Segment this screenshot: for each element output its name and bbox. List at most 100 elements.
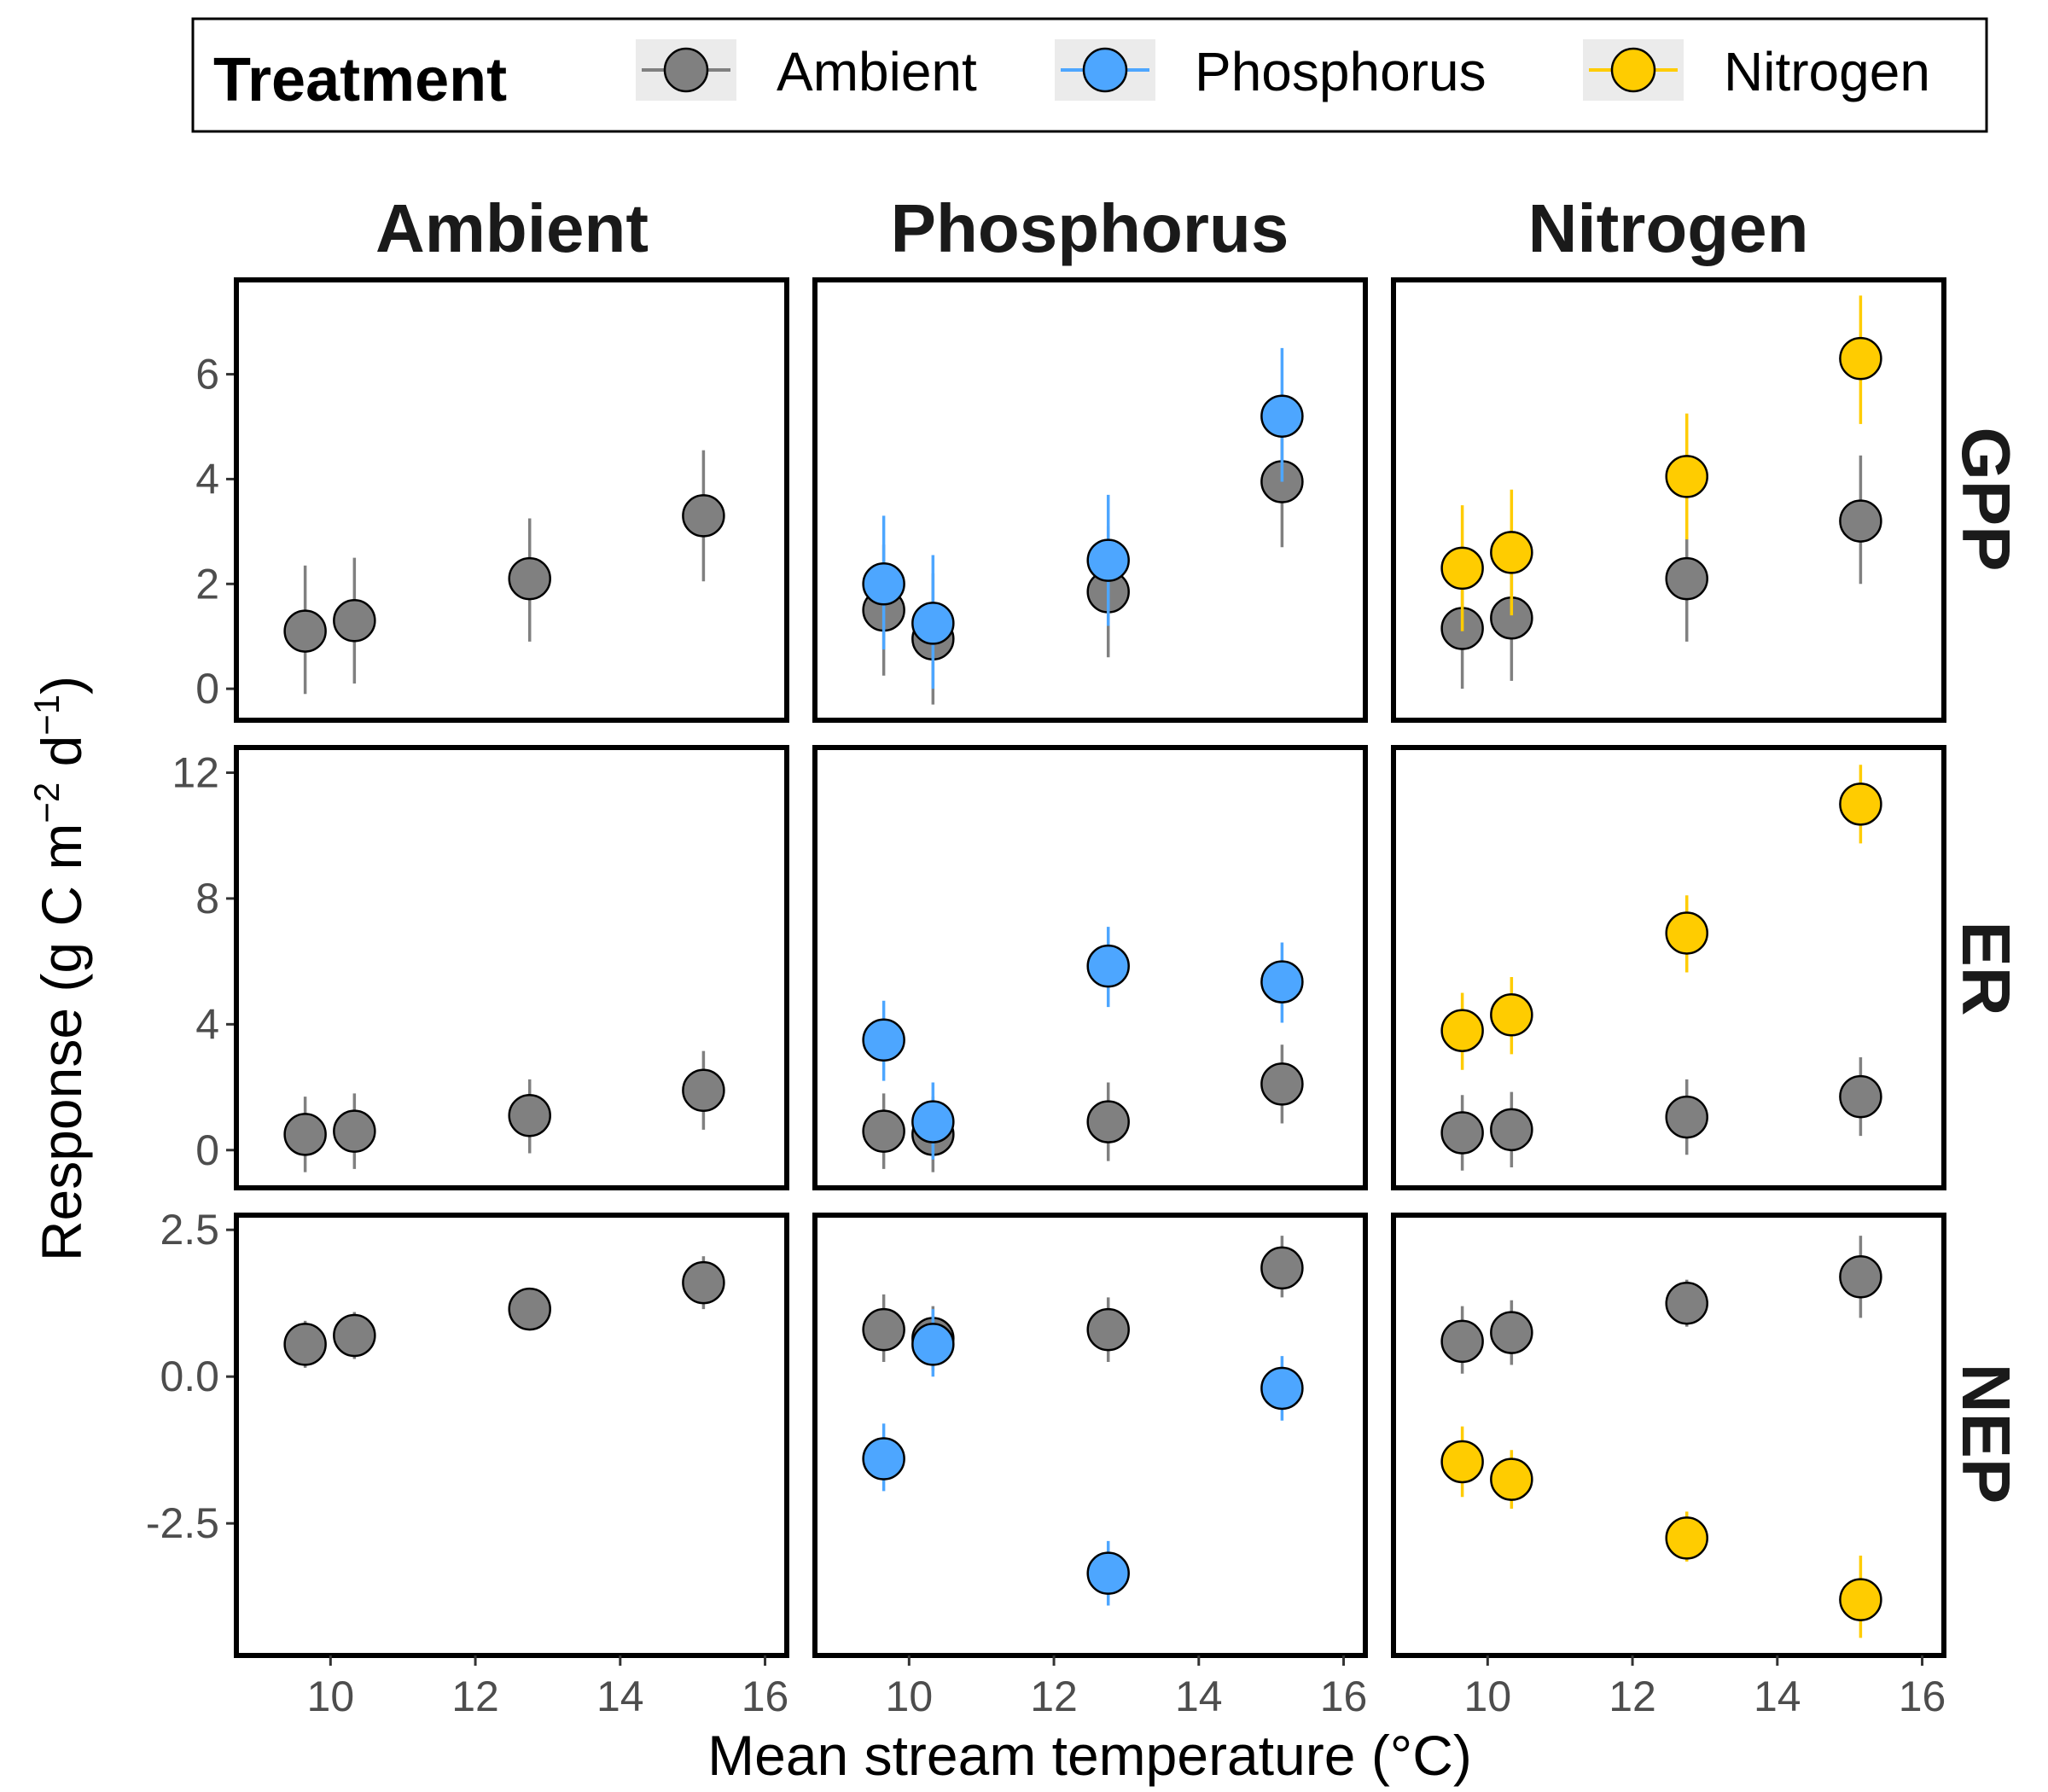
point-nitrogen — [1490, 993, 1533, 1037]
legend-entry-phosphorus: Phosphorus — [1055, 39, 1487, 102]
legend-key-point — [1082, 47, 1128, 93]
column-title-ambient: Ambient — [375, 190, 649, 266]
point-nitrogen — [1839, 783, 1882, 826]
point-ambient — [1440, 1111, 1484, 1155]
panel-er-nitrogen — [1391, 745, 1946, 1190]
y-tick-label: 2 — [195, 560, 219, 608]
point-ambient — [1839, 499, 1882, 543]
point-ambient — [1490, 1108, 1533, 1152]
y-tick-label: 8 — [195, 875, 219, 922]
x-tick-label: 14 — [1754, 1673, 1801, 1720]
point-nitrogen — [1665, 911, 1708, 955]
y-axis-title-sup: −2 — [26, 783, 67, 823]
legend-key-point — [1610, 47, 1656, 93]
y-tick-label: 0.0 — [160, 1353, 219, 1400]
panel-er-phosphorus — [812, 745, 1368, 1190]
point-ambient — [1665, 556, 1708, 601]
y-tick-label: 6 — [195, 351, 219, 399]
point-ambient — [1086, 1100, 1130, 1143]
point-ambient — [862, 1307, 905, 1352]
panel-nep-nitrogen: 10 12 14 16 — [1391, 1213, 1946, 1720]
y-axis-title-sup: −1 — [26, 695, 67, 736]
panel-nep-phosphorus: 10 12 14 16 — [812, 1213, 1368, 1720]
point-nitrogen — [1440, 1009, 1484, 1052]
point-ambient — [508, 556, 551, 601]
y-tick-label: -2.5 — [146, 1499, 219, 1547]
point-ambient — [1490, 1311, 1533, 1354]
panel-border — [1391, 277, 1946, 723]
panel-border — [1391, 745, 1946, 1190]
point-ambient — [1260, 1062, 1304, 1106]
y-axis-title-main: Response (g C m — [30, 823, 93, 1262]
y-tick-label: 0 — [195, 665, 219, 713]
column-title-nitrogen: Nitrogen — [1528, 190, 1809, 266]
point-nitrogen — [1839, 336, 1882, 381]
point-ambient — [283, 609, 327, 653]
point-phosphorus — [862, 1018, 905, 1062]
panel-gpp-nitrogen — [1391, 277, 1946, 723]
point-ambient — [862, 1109, 905, 1153]
x-tick-label: 16 — [1320, 1673, 1368, 1720]
y-axis-title-mid: d — [30, 736, 93, 783]
point-phosphorus — [1086, 944, 1130, 988]
y-axis-title-end: ) — [30, 676, 93, 695]
point-ambient — [508, 1093, 551, 1137]
point-phosphorus — [911, 602, 955, 645]
legend: Treatment Ambient Phosphorus Nitrogen — [191, 17, 1988, 133]
x-tick-label: 16 — [1899, 1673, 1946, 1720]
point-ambient — [283, 1323, 327, 1366]
row-title-er: ER — [1948, 921, 2024, 1015]
row-title-nep: NEP — [1948, 1364, 2024, 1504]
panel-border — [1391, 1213, 1946, 1658]
point-phosphorus — [911, 1323, 955, 1366]
legend-title: Treatment — [213, 46, 507, 114]
y-tick-label: 4 — [195, 1000, 219, 1048]
point-ambient — [333, 599, 376, 643]
legend-entry-nitrogen: Nitrogen — [1583, 39, 1930, 102]
x-axis-title: Mean stream temperature (°C) — [707, 1724, 1472, 1787]
point-nitrogen — [1440, 546, 1484, 591]
point-phosphorus — [1260, 394, 1304, 438]
point-nitrogen — [1839, 1578, 1882, 1621]
panel-border — [812, 277, 1368, 723]
point-ambient — [508, 1287, 551, 1331]
point-phosphorus — [1086, 1551, 1130, 1595]
x-tick-label: 14 — [1175, 1673, 1223, 1720]
x-tick-label: 12 — [451, 1673, 499, 1720]
panel-gpp-ambient — [234, 277, 789, 723]
panel-gpp-phosphorus — [812, 277, 1368, 723]
point-phosphorus — [1260, 1366, 1304, 1411]
row-title-gpp: GPP — [1948, 428, 2024, 572]
point-ambient — [1086, 1307, 1130, 1352]
point-nitrogen — [1490, 531, 1533, 574]
panel-border — [812, 1213, 1368, 1658]
x-tick-label: 10 — [1464, 1673, 1512, 1720]
x-tick-label: 12 — [1609, 1673, 1656, 1720]
point-ambient — [1665, 1281, 1708, 1325]
y-axis-title: Response (g C m−2 d−1) — [26, 676, 93, 1261]
point-phosphorus — [862, 1437, 905, 1481]
panel-er-ambient — [234, 745, 789, 1190]
point-nitrogen — [1490, 1457, 1533, 1501]
point-nitrogen — [1665, 1516, 1708, 1560]
point-ambient — [333, 1313, 376, 1358]
point-ambient — [1839, 1254, 1882, 1299]
point-ambient — [1440, 1319, 1484, 1364]
x-tick-label: 14 — [596, 1673, 644, 1720]
x-tick-label: 12 — [1030, 1673, 1078, 1720]
point-ambient — [682, 494, 725, 538]
y-tick-label: 0 — [195, 1126, 219, 1174]
point-ambient — [682, 1068, 725, 1112]
point-phosphorus — [911, 1100, 955, 1143]
point-ambient — [1665, 1095, 1708, 1139]
y-tick-label: 2.5 — [160, 1206, 219, 1254]
x-tick-label: 16 — [742, 1673, 789, 1720]
panel-border — [234, 745, 789, 1190]
legend-label-phosphorus: Phosphorus — [1195, 41, 1487, 102]
point-nitrogen — [1440, 1440, 1484, 1484]
panel-nep-ambient: 10 12 14 16 — [234, 1213, 789, 1720]
x-tick-label: 10 — [886, 1673, 934, 1720]
panel-border — [812, 745, 1368, 1190]
legend-key-point — [663, 47, 709, 93]
